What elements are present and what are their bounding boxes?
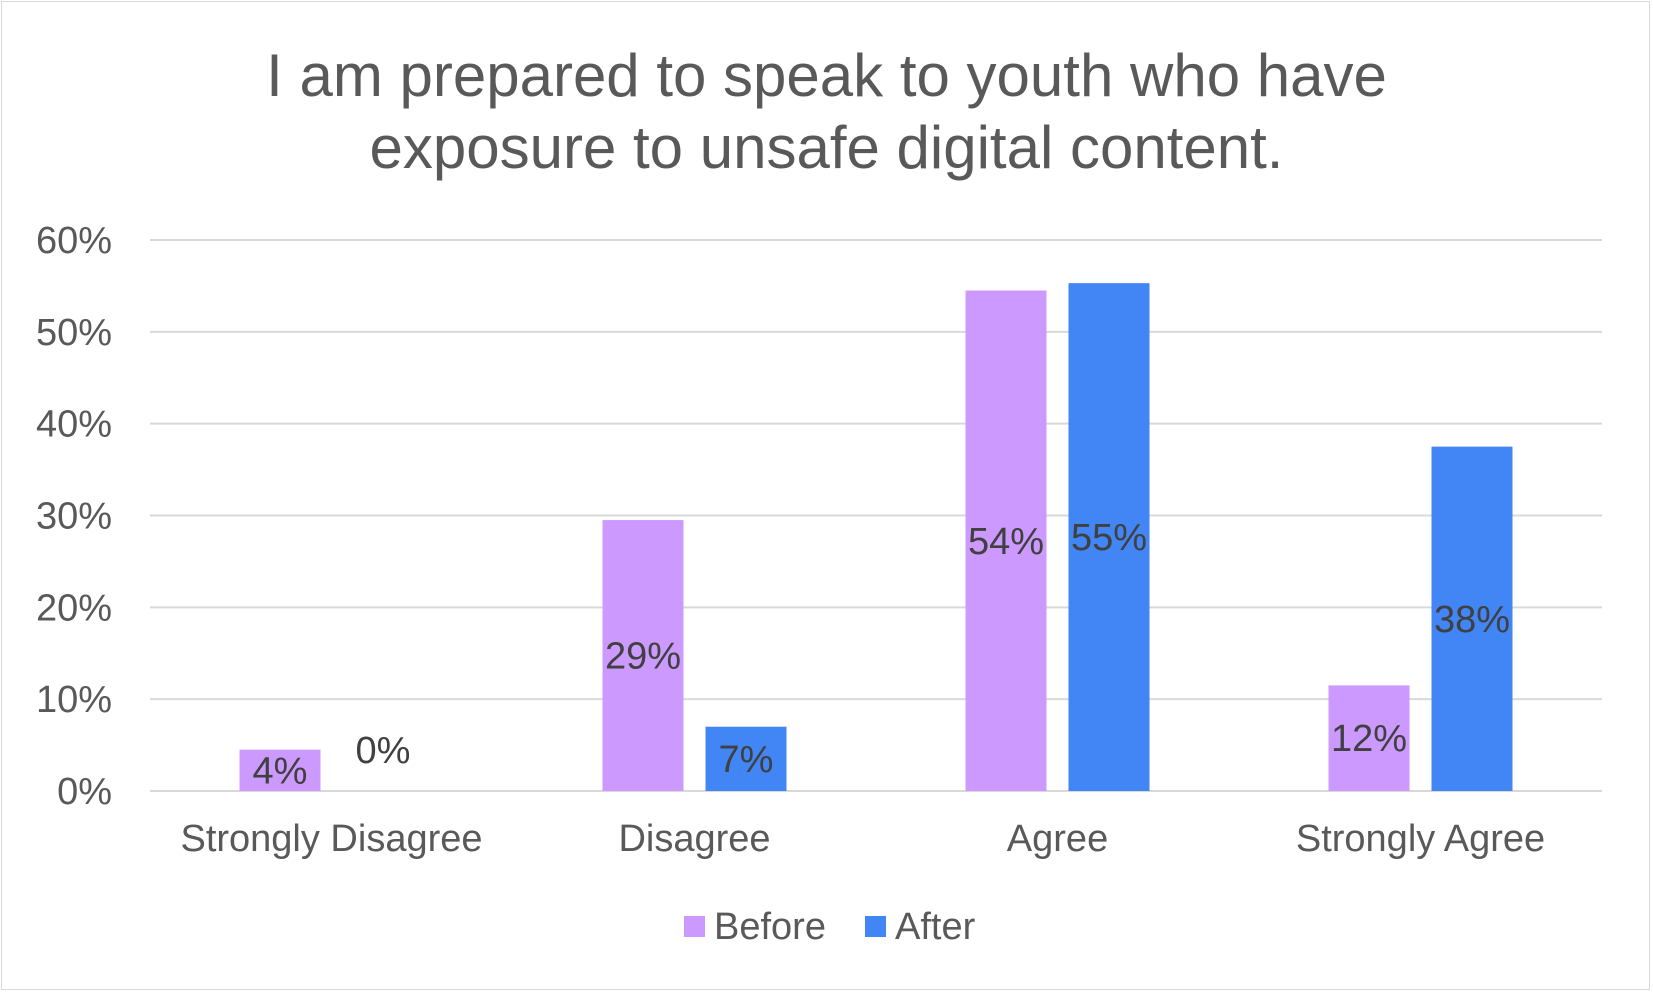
bar-before [965,290,1047,791]
y-tick-label: 0% [57,771,112,813]
x-category-label: Strongly Disagree [180,818,482,860]
legend: Before After [684,906,976,948]
legend-swatch-after [865,916,886,937]
y-tick-label: 30% [36,496,112,538]
data-label: 12% [1331,718,1407,760]
y-tick-label: 20% [36,587,112,629]
bar-before [1328,685,1410,791]
data-label: 29% [605,636,681,678]
data-label: 0% [356,730,411,772]
x-category-label: Agree [1007,818,1108,860]
x-axis-categories: Strongly Disagree Disagree Agree Strongly A… [180,818,1545,860]
data-label: 7% [719,739,774,781]
y-tick-label: 40% [36,404,112,446]
bars [239,283,1513,791]
data-label: 54% [968,521,1044,563]
y-tick-label: 60% [36,220,112,262]
data-label: 4% [253,750,308,792]
legend-label: Before [714,906,826,948]
y-tick-label: 50% [36,312,112,354]
data-label: 38% [1434,599,1510,641]
legend-label: After [895,906,976,948]
bar-after [1068,283,1150,791]
data-label: 55% [1071,517,1147,559]
chart-title: I am prepared to speak to youth who have… [0,40,1653,184]
bar-after [705,726,787,791]
bar-after [1431,446,1513,791]
x-category-label: Disagree [618,818,770,860]
y-axis-ticks: 0% 10% 20% 30% 40% 50% 60% [36,220,112,813]
chart-title-line-1: I am prepared to speak to youth who have [266,42,1387,109]
bar-before [239,749,321,791]
bar-before [602,520,684,791]
x-category-label: Strongly Agree [1296,818,1545,860]
y-tick-label: 10% [36,679,112,721]
chart-title-line-2: exposure to unsafe digital content. [369,114,1284,181]
legend-swatch-before [684,916,705,937]
data-labels: 4% 0% 29% 7% 54% 55% 12% 38% [253,517,1510,792]
